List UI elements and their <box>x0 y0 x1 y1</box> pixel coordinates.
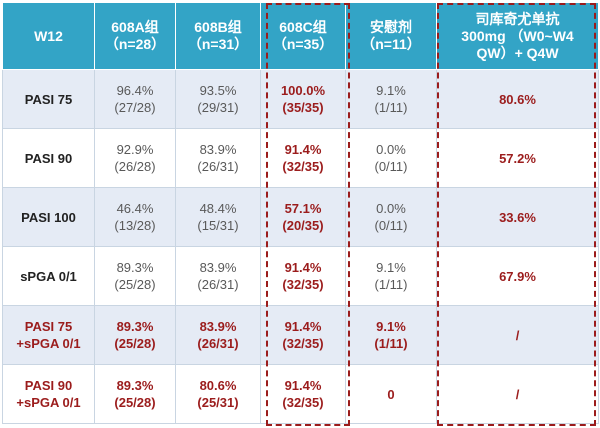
cell-secukinumab: 57.2% <box>436 128 599 188</box>
cell-608b: 80.6% (25/31) <box>175 364 261 424</box>
row-label: PASI 90 +sPGA 0/1 <box>2 364 95 424</box>
cell-placebo: 9.1% (1/11) <box>345 305 437 365</box>
row-label: PASI 75 +sPGA 0/1 <box>2 305 95 365</box>
cell-608a: 46.4% (13/28) <box>94 187 176 247</box>
row-label: sPGA 0/1 <box>2 246 95 306</box>
header-placebo: 安慰剂 （n=11） <box>345 2 437 70</box>
cell-secukinumab: / <box>436 305 599 365</box>
header-secukinumab: 司库奇尤单抗 300mg （W0~W4 QW）+ Q4W <box>436 2 599 70</box>
row-pasi75-spga01: PASI 75 +sPGA 0/1 89.3% (25/28) 83.9% (26/3… <box>2 305 599 365</box>
cell-608b: 83.9% (26/31) <box>175 305 261 365</box>
row-label: PASI 90 <box>2 128 95 188</box>
header-608c: 608C组 （n=35） <box>260 2 346 70</box>
cell-608c: 91.4% (32/35) <box>260 305 346 365</box>
row-label: PASI 75 <box>2 69 95 129</box>
cell-608c: 57.1% (20/35) <box>260 187 346 247</box>
header-w12: W12 <box>2 2 95 70</box>
row-spga01: sPGA 0/1 89.3% (25/28) 83.9% (26/31) 91.4%… <box>2 246 599 306</box>
header-row: W12 608A组 （n=28） 608B组 （n=31） 608C组 （n=35） … <box>2 2 599 70</box>
cell-608a: 89.3% (25/28) <box>94 246 176 306</box>
cell-placebo: 0 <box>345 364 437 424</box>
cell-608b: 83.9% (26/31) <box>175 246 261 306</box>
cell-608b: 93.5% (29/31) <box>175 69 261 129</box>
cell-608a: 89.3% (25/28) <box>94 305 176 365</box>
cell-secukinumab: / <box>436 364 599 424</box>
cell-608a: 92.9% (26/28) <box>94 128 176 188</box>
header-608b: 608B组 （n=31） <box>175 2 261 70</box>
cell-placebo: 0.0% (0/11) <box>345 128 437 188</box>
header-608a: 608A组 （n=28） <box>94 2 176 70</box>
cell-608c: 100.0% (35/35) <box>260 69 346 129</box>
row-pasi90: PASI 90 92.9% (26/28) 83.9% (26/31) 91.4%(… <box>2 128 599 188</box>
row-label: PASI 100 <box>2 187 95 247</box>
cell-608a: 89.3% (25/28) <box>94 364 176 424</box>
row-pasi100: PASI 100 46.4% (13/28) 48.4% (15/31) 57.1%… <box>2 187 599 247</box>
cell-608b: 48.4% (15/31) <box>175 187 261 247</box>
cell-placebo: 9.1% (1/11) <box>345 246 437 306</box>
cell-608c: 91.4% (32/35) <box>260 364 346 424</box>
cell-secukinumab: 33.6% <box>436 187 599 247</box>
cell-608c: 91.4% (32/35) <box>260 246 346 306</box>
cell-608c: 91.4% (32/35) <box>260 128 346 188</box>
row-pasi90-spga01: PASI 90 +sPGA 0/1 89.3% (25/28) 80.6% (25/3… <box>2 364 599 424</box>
row-pasi75: PASI 75 96.4% (27/28) 93.5% (29/31) 100.0%… <box>2 69 599 129</box>
cell-608b: 83.9% (26/31) <box>175 128 261 188</box>
cell-placebo: 0.0% (0/11) <box>345 187 437 247</box>
cell-secukinumab: 67.9% <box>436 246 599 306</box>
cell-placebo: 9.1% (1/11) <box>345 69 437 129</box>
cell-608a: 96.4% (27/28) <box>94 69 176 129</box>
cell-secukinumab: 80.6% <box>436 69 599 129</box>
